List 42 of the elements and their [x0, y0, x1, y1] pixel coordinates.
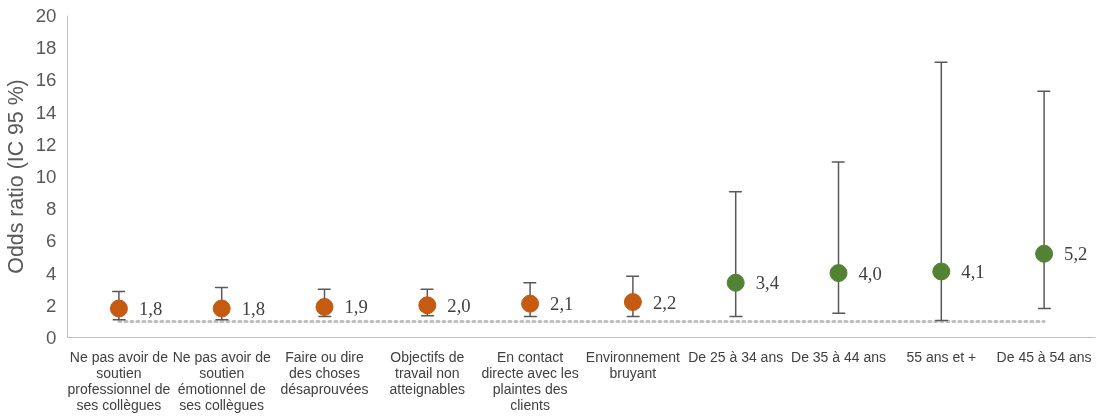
x-tick-label: Environnement bruyant — [585, 348, 681, 381]
data-label: 4,0 — [858, 262, 882, 284]
y-tick-label: 8 — [46, 198, 57, 220]
point — [418, 296, 437, 315]
data-label: 3,4 — [755, 272, 780, 294]
y-tick-label: 14 — [35, 101, 57, 123]
point — [932, 262, 951, 281]
y-tick-label: 18 — [35, 37, 57, 59]
data-label: 1,8 — [138, 298, 163, 320]
point — [521, 294, 540, 313]
data-label: 1,9 — [344, 296, 368, 318]
y-tick-label: 6 — [46, 230, 57, 252]
y-tick-label: 2 — [46, 294, 57, 316]
x-tick-label: Ne pas avoir de soutien émotionnel de ses collègues — [172, 348, 271, 413]
x-tick-label: De 35 à 44 ans — [791, 348, 886, 365]
point — [623, 293, 642, 312]
point — [726, 273, 745, 292]
point — [1035, 244, 1054, 263]
x-tick-label: Faire ou dire des choses désaprouvées — [280, 348, 369, 397]
x-tick-label: Objectifs de travail non atteignables — [389, 348, 466, 397]
y-tick-label: 12 — [35, 133, 57, 155]
y-tick-label: 20 — [35, 5, 57, 26]
y-tick-label: 4 — [46, 262, 57, 284]
data-label: 1,8 — [241, 298, 266, 320]
point — [315, 297, 334, 316]
point — [109, 299, 128, 318]
data-label: 5,2 — [1064, 243, 1088, 265]
x-tick-label: 55 ans et + — [906, 348, 977, 365]
data-label: 4,1 — [961, 260, 985, 282]
point — [212, 299, 231, 318]
data-label: 2,0 — [447, 294, 471, 316]
y-tick-label: 0 — [46, 327, 57, 348]
y-tick-label: 10 — [35, 166, 57, 187]
x-tick-label: Ne pas avoir de soutien professionnel de ses collègues — [67, 348, 171, 413]
y-axis-title: Odds ratio (IC 95 %) — [3, 79, 28, 274]
point — [829, 264, 848, 283]
data-label: 2,1 — [550, 293, 574, 315]
x-tick-label: De 25 à 34 ans — [688, 348, 784, 365]
data-label: 2,2 — [652, 291, 677, 313]
y-tick-label: 16 — [35, 69, 57, 91]
x-tick-label: En contact directe avec les plaintes des clients — [481, 348, 579, 413]
x-tick-label: De 45 à 54 ans — [996, 348, 1092, 365]
